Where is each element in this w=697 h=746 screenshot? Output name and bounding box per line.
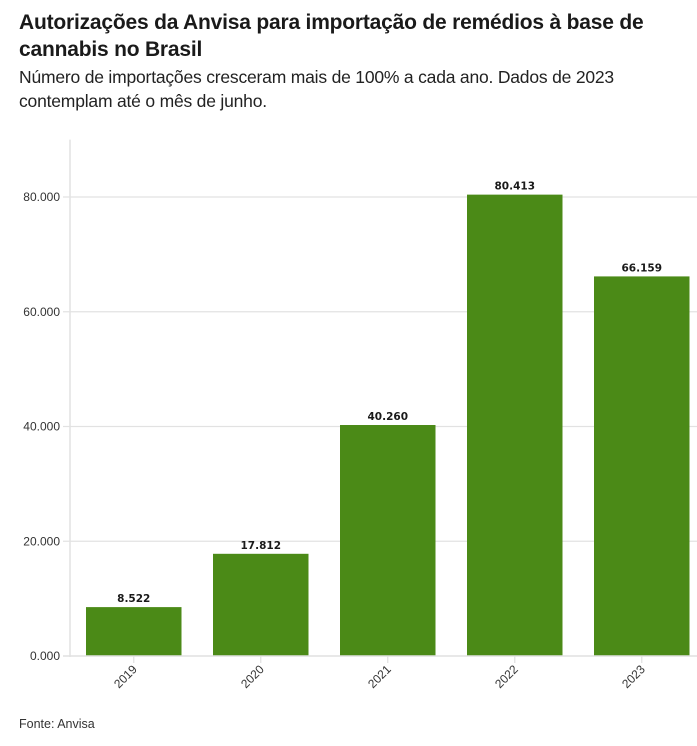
chart-subtitle: Número de importações cresceram mais de … (19, 67, 614, 111)
y-tick-label: 40.000 (23, 420, 60, 434)
x-tick-label: 2021 (365, 662, 394, 691)
chart-title: Autorizações da Anvisa para importação d… (19, 11, 644, 61)
data-label: 66.159 (621, 262, 662, 274)
bar-2021 (340, 425, 436, 656)
data-label: 80.413 (494, 181, 535, 193)
data-label: 8.522 (117, 593, 150, 605)
bar-2020 (213, 553, 309, 656)
y-tick-label: 80.000 (23, 190, 60, 204)
x-axis: 2019 2020 2021 2022 2023 (63, 655, 697, 691)
data-label: 40.260 (367, 411, 408, 423)
bars (86, 194, 690, 656)
bar-2019 (86, 607, 182, 656)
x-tick-label: 2022 (492, 662, 521, 691)
y-tick-label: 20.000 (23, 534, 60, 548)
data-labels: 8.522 17.812 40.260 80.413 66.159 (117, 181, 662, 605)
bar-2022 (467, 194, 563, 656)
y-axis: 0.000 20.000 40.000 60.000 80.000 (23, 139, 71, 663)
x-tick-label: 2023 (619, 662, 648, 691)
source-note: Fonte: Anvisa (19, 717, 95, 731)
data-label: 17.812 (240, 540, 281, 552)
y-tick-label: 0.000 (30, 649, 60, 663)
x-tick-label: 2020 (238, 662, 267, 691)
bar-2023 (594, 276, 690, 656)
y-tick-label: 60.000 (23, 305, 60, 319)
x-tick-label: 2019 (111, 662, 140, 691)
